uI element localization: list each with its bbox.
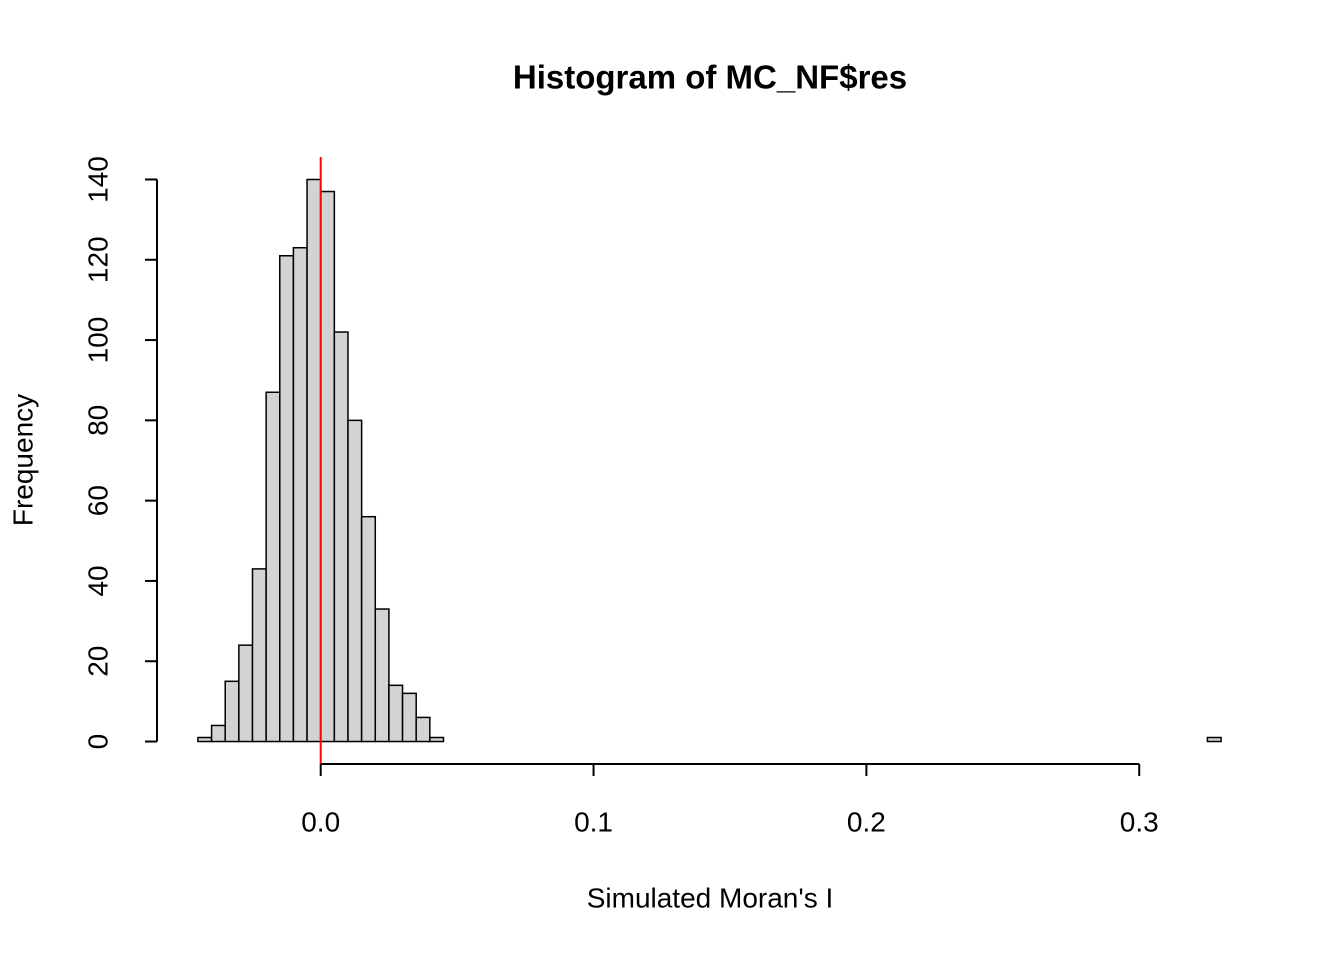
bar	[224, 680, 240, 743]
bar	[319, 190, 336, 743]
bar	[1206, 736, 1222, 743]
bar	[360, 515, 377, 743]
bar	[429, 736, 445, 743]
bar	[197, 736, 213, 743]
y-tick-label: 40	[82, 565, 113, 596]
y-axis-label: Frequency	[7, 394, 38, 526]
bar	[265, 391, 281, 743]
bar	[347, 419, 363, 743]
y-tick-label: 0	[82, 734, 113, 750]
bar	[210, 724, 226, 743]
bar	[333, 331, 349, 743]
bar	[292, 246, 308, 743]
y-tick-label: 120	[82, 236, 113, 283]
x-tick-label: 0.1	[574, 806, 613, 837]
bar	[388, 684, 404, 743]
y-tick-label: 140	[82, 156, 113, 203]
bar	[401, 692, 417, 743]
y-tick-label: 100	[82, 317, 113, 364]
bar	[238, 644, 254, 743]
x-tick-label: 0.2	[847, 806, 886, 837]
bar	[374, 608, 390, 743]
bar	[415, 716, 431, 743]
bar	[306, 178, 322, 743]
bar	[279, 255, 295, 743]
x-axis-label: Simulated Moran's I	[587, 882, 834, 913]
chart-title: Histogram of MC_NF$res	[513, 59, 907, 96]
x-tick-label: 0.0	[301, 806, 340, 837]
y-tick-label: 60	[82, 485, 113, 516]
bar	[251, 568, 267, 743]
y-tick-label: 80	[82, 405, 113, 436]
y-tick-label: 20	[82, 646, 113, 677]
x-tick-label: 0.3	[1120, 806, 1159, 837]
